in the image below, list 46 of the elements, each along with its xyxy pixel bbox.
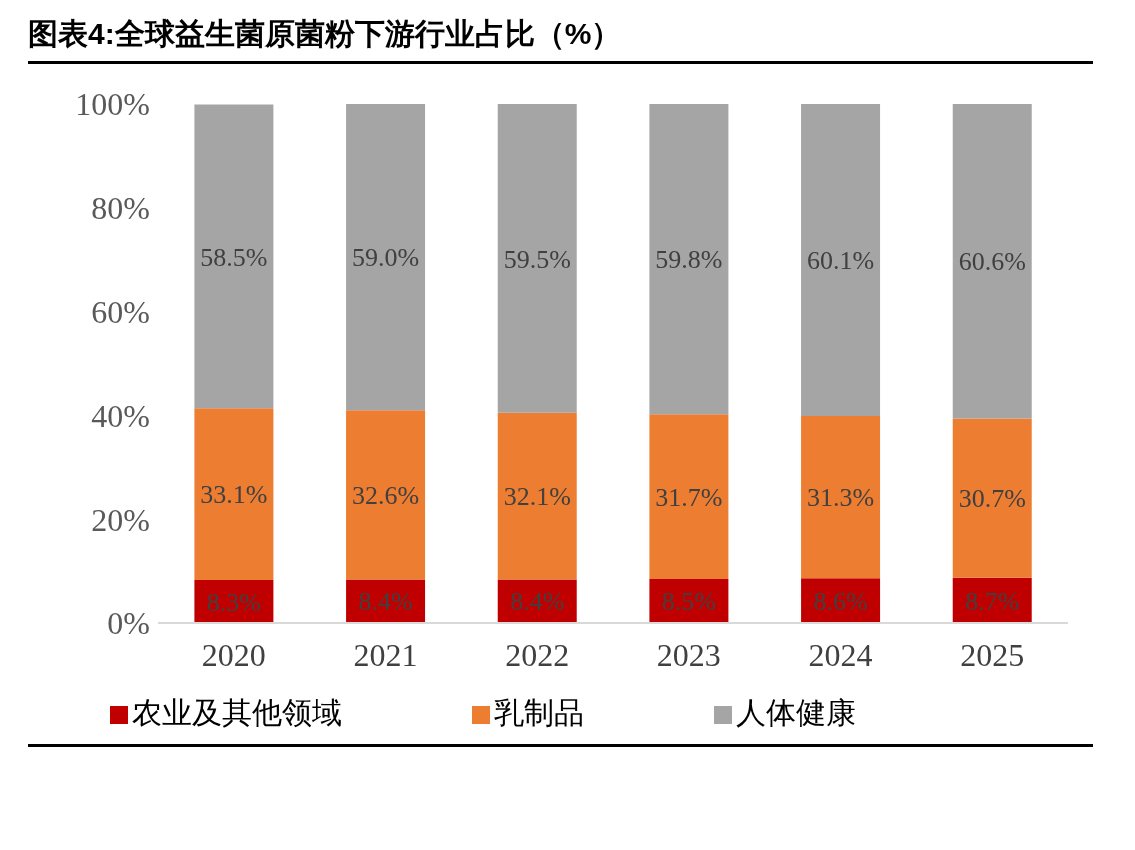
bar [649,414,729,579]
x-tick-label: 2025 [960,636,1025,673]
y-tick-label: 60% [91,293,150,330]
data-label: 8.3% [206,587,261,617]
legend-label: 农业及其他领域 [132,696,342,729]
x-tick-label: 2021 [353,636,418,673]
data-label: 8.4% [510,587,565,617]
data-label: 8.7% [965,586,1020,616]
x-tick-label: 2023 [656,636,721,673]
bar [346,410,426,580]
y-tick-label: 80% [91,190,150,227]
y-tick-label: 100% [75,86,150,123]
bar [346,104,426,411]
data-label: 33.1% [200,480,268,510]
x-tick-label: 2020 [201,636,266,673]
data-label: 8.4% [358,587,413,617]
legend-label: 乳制品 [494,696,584,729]
bar [497,412,577,580]
bar [194,408,274,580]
legend-label: 人体健康 [736,696,856,729]
bar [952,104,1032,419]
bar [194,104,274,409]
data-label: 31.3% [806,483,875,513]
data-label: 60.1% [806,246,875,276]
data-label: 59.8% [655,245,723,275]
bar [649,104,729,415]
bar [801,104,881,416]
data-label: 58.5% [200,242,268,272]
y-tick-label: 0% [107,605,150,642]
x-tick-label: 2024 [808,636,873,673]
bar [801,415,881,579]
y-tick-label: 40% [91,397,150,434]
data-label: 32.6% [351,481,420,511]
data-label: 31.7% [655,482,723,512]
y-tick-label: 20% [91,501,150,538]
data-label: 8.5% [661,587,716,617]
bar [497,104,577,413]
data-label: 60.6% [958,247,1026,277]
bar [952,418,1032,578]
x-tick-label: 2022 [505,636,570,673]
data-label: 59.5% [503,244,571,274]
chart-title: 图表4:全球益生菌原菌粉下游行业占比（%） [27,16,623,52]
data-label: 8.6% [813,586,868,616]
data-label: 30.7% [958,484,1026,514]
data-label: 59.0% [351,243,420,273]
data-label: 32.1% [503,482,571,512]
